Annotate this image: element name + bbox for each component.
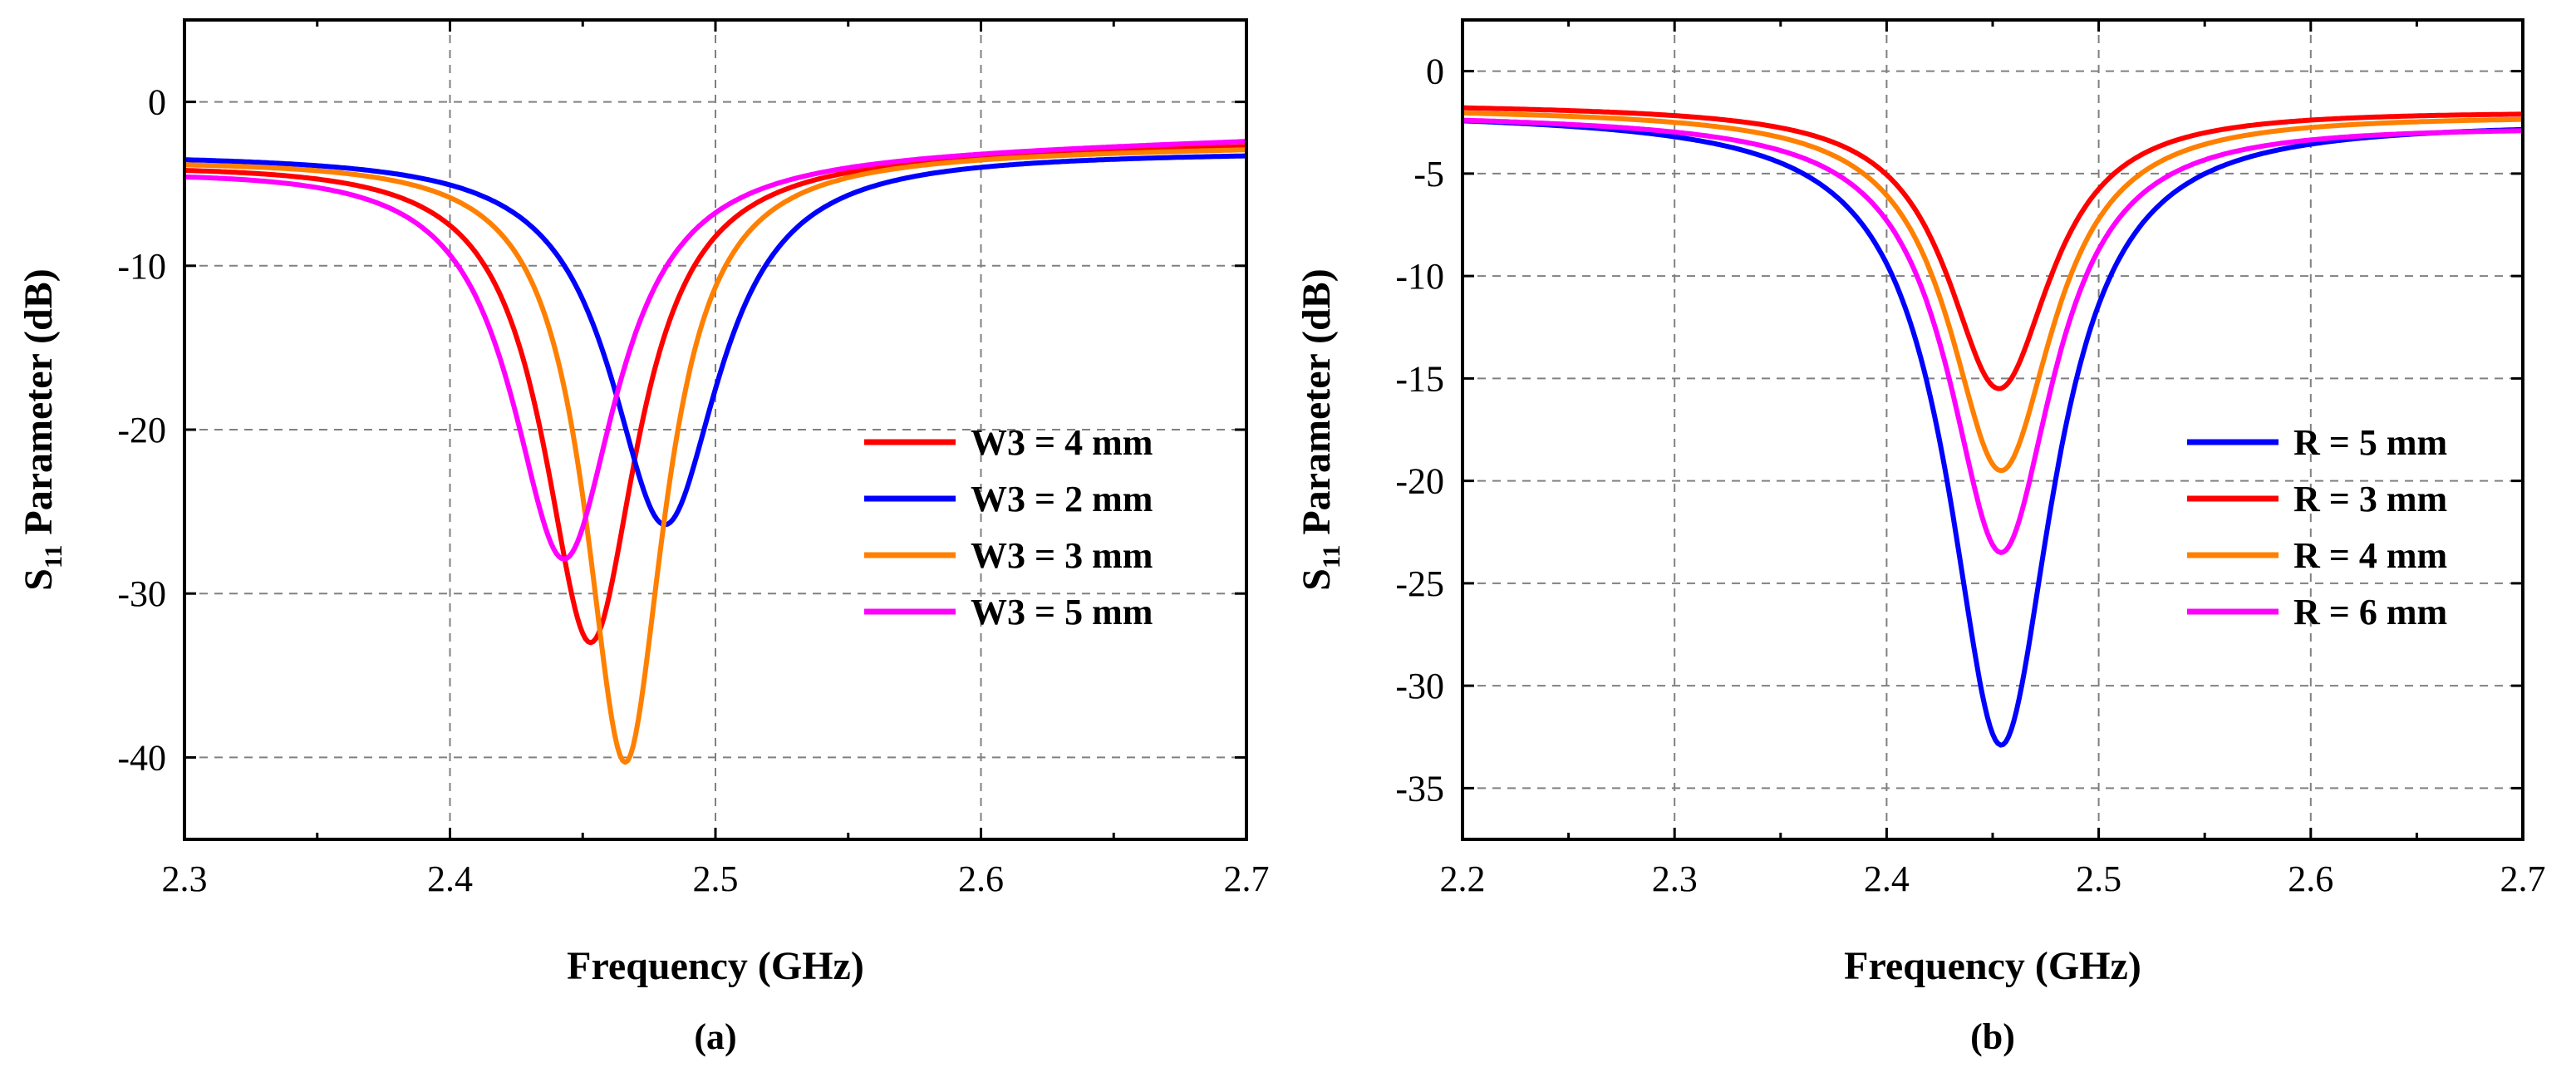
x-tick-label: 2.5: [693, 858, 739, 899]
y-tick-label: -10: [1395, 256, 1444, 297]
legend: W3 = 4 mm W3 = 2 mm W3 = 3 mm W3 = 5 mm: [864, 422, 1153, 632]
y-tick-label: -10: [117, 246, 166, 287]
x-tick-label: 2.3: [162, 858, 208, 899]
x-tick-label: 2.7: [1224, 858, 1270, 899]
y-tick-label: -20: [117, 410, 166, 450]
legend-label: W3 = 5 mm: [971, 592, 1153, 632]
y-tick-label: -40: [117, 737, 166, 778]
y-axis-title: S11 Parameter (dB): [17, 268, 67, 590]
y-axis-title-rest: Parameter (dB): [1295, 268, 1339, 544]
y-tick-label: -5: [1413, 154, 1444, 194]
legend: R = 5 mm R = 3 mm R = 4 mm R = 6 mm: [2187, 422, 2447, 632]
panel-label: (a): [694, 1016, 736, 1057]
legend-label: W3 = 4 mm: [971, 422, 1153, 463]
legend-label: W3 = 2 mm: [971, 479, 1153, 519]
y-tick-label: -15: [1395, 358, 1444, 399]
legend-label: R = 5 mm: [2293, 422, 2447, 463]
x-tick-label: 2.3: [1652, 858, 1698, 899]
x-tick-label: 2.7: [2500, 858, 2546, 899]
legend-label: R = 3 mm: [2293, 479, 2447, 519]
chart-panel-b: 2.2 2.3 2.4 2.5 2.6 2.7 0 -5 -10 -15 -20 -25 -30 -35 F…: [1295, 18, 2546, 1057]
y-axis-title-s: S: [17, 568, 61, 591]
y-tick-label: 0: [148, 82, 166, 123]
y-tick-label: -35: [1395, 768, 1444, 809]
series-line-R-5mm: [1463, 118, 2523, 748]
x-tick-label: 2.4: [1864, 858, 1910, 899]
y-axis-title: S11 Parameter (dB): [1295, 268, 1345, 590]
x-tick-label: 2.6: [958, 858, 1004, 899]
series-line-R-3mm: [1463, 105, 2523, 391]
x-tick-label: 2.2: [1440, 858, 1486, 899]
y-tick-label: -25: [1395, 563, 1444, 604]
series-line-R-6mm: [1463, 117, 2523, 555]
x-tick-label: 2.4: [427, 858, 473, 899]
y-axis-title-subscript: 11: [1318, 545, 1345, 568]
legend-label: W3 = 3 mm: [971, 535, 1153, 576]
legend-label: R = 4 mm: [2293, 535, 2447, 576]
panel-label: (b): [1970, 1016, 2015, 1057]
y-axis-title-s: S: [1295, 568, 1339, 591]
legend-label: R = 6 mm: [2293, 592, 2447, 632]
x-tick-label: 2.5: [2076, 858, 2121, 899]
y-tick-label: -30: [117, 573, 166, 614]
y-tick-label: -30: [1395, 666, 1444, 706]
series-line-W3-2mm: [184, 153, 1246, 528]
x-axis-title: Frequency (GHz): [567, 944, 864, 988]
series-line-R-4mm: [1463, 110, 2523, 474]
chart-panel-a: 2.3 2.4 2.5 2.6 2.7 0 -10 -20 -30 -40 Frequency (G…: [17, 18, 1270, 1057]
x-tick-label: 2.6: [2288, 858, 2333, 899]
y-axis-title-subscript: 11: [40, 545, 67, 568]
y-tick-label: 0: [1426, 52, 1444, 92]
series-line-W3-3mm: [184, 147, 1246, 765]
y-tick-label: -20: [1395, 461, 1444, 502]
x-axis-title: Frequency (GHz): [1844, 944, 2141, 988]
series-line-W3-5mm: [184, 139, 1246, 562]
y-axis-title-rest: Parameter (dB): [17, 268, 61, 544]
